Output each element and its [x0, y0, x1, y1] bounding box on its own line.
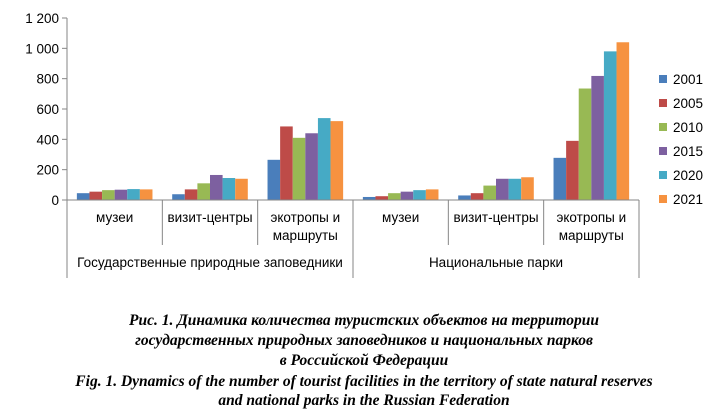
bar-2001 — [76, 193, 90, 200]
bar-2005 — [280, 126, 293, 200]
bar-2020 — [222, 178, 236, 200]
category-label: музеи — [96, 210, 133, 225]
bar-2021 — [616, 42, 630, 200]
y-tick-label: 0 — [51, 193, 59, 208]
bar-2015 — [114, 189, 128, 200]
caption-en-line-2: and national parks in the Russian Federa… — [218, 392, 510, 409]
bar-2015 — [591, 75, 604, 200]
group-label: Национальные парки — [429, 255, 563, 270]
bar-2005 — [375, 196, 389, 200]
bar-2020 — [317, 118, 331, 200]
legend-label-2001: 2001 — [673, 72, 703, 87]
bar-2010 — [483, 185, 496, 200]
caption-ru-line-2: государственных природных заповедников и… — [135, 332, 593, 349]
caption-ru-line-3: в Российской Федерации — [279, 352, 449, 369]
bar-2020 — [603, 51, 617, 201]
legend-label-2020: 2020 — [673, 168, 703, 183]
bar-2010 — [102, 190, 115, 200]
category-label: маршруты — [273, 228, 338, 243]
category-label: визит-центры — [167, 210, 252, 225]
group-label: Государственные природные заповедники — [77, 255, 343, 270]
legend-label-2005: 2005 — [673, 96, 703, 111]
legend-label-2021: 2021 — [673, 192, 703, 207]
bar-2021 — [235, 178, 248, 200]
figure-caption-russian: Рис. 1. Динамика количества туристских о… — [0, 311, 728, 371]
bar-2010 — [388, 193, 401, 200]
chart: 0 200 400 600 800 1 000 1 200 музеи визит-центры… — [25, 11, 703, 278]
legend-swatch-2020 — [659, 171, 667, 179]
category-label: экотропы и — [556, 210, 626, 225]
legend-swatch-2001 — [659, 75, 667, 83]
y-tick-label: 200 — [36, 163, 59, 178]
bar-2020 — [127, 189, 140, 200]
category-label: маршруты — [559, 228, 624, 243]
bar-2001 — [267, 159, 281, 200]
bar-2005 — [470, 193, 484, 200]
legend-swatch-2015 — [659, 147, 667, 155]
bar-2021 — [139, 189, 153, 200]
bar-2001 — [458, 195, 471, 200]
bar-2001 — [553, 157, 567, 200]
bar-2021 — [425, 189, 439, 200]
bar-2021 — [330, 121, 344, 200]
legend-swatch-2021 — [659, 195, 667, 203]
caption-ru-line-1: Рис. 1. Динамика количества туристских о… — [128, 312, 600, 329]
legend-label-2015: 2015 — [673, 144, 703, 159]
bar-2021 — [521, 177, 534, 200]
bar-2001 — [172, 194, 185, 200]
bar-2001 — [362, 196, 376, 200]
bar-2015 — [400, 191, 414, 200]
bar-2010 — [197, 183, 210, 200]
legend-label-2010: 2010 — [673, 120, 703, 135]
category-label: визит-центры — [453, 210, 538, 225]
bar-2015 — [496, 178, 509, 200]
bar-2020 — [413, 190, 426, 200]
bar-2005 — [184, 189, 198, 200]
figure-caption-english: Fig. 1. Dynamics of the number of touris… — [0, 372, 728, 410]
bar-2020 — [508, 178, 522, 200]
legend-swatch-2010 — [659, 123, 667, 131]
bar-2005 — [566, 140, 579, 200]
category-label: музеи — [382, 210, 419, 225]
legend-swatch-2005 — [659, 99, 667, 107]
bar-2005 — [89, 191, 103, 200]
y-tick-label: 600 — [36, 102, 59, 117]
bar-2010 — [578, 88, 592, 200]
y-tick-label: 1 000 — [25, 41, 59, 56]
bar-2015 — [210, 174, 223, 200]
caption-en-line-1: Fig. 1. Dynamics of the number of touris… — [75, 373, 653, 390]
category-label: экотропы и — [270, 210, 340, 225]
y-tick-label: 400 — [36, 132, 59, 147]
y-tick-label: 1 200 — [25, 11, 59, 26]
bar-2010 — [292, 137, 306, 200]
bar-2015 — [305, 133, 318, 200]
y-tick-label: 800 — [36, 72, 59, 87]
